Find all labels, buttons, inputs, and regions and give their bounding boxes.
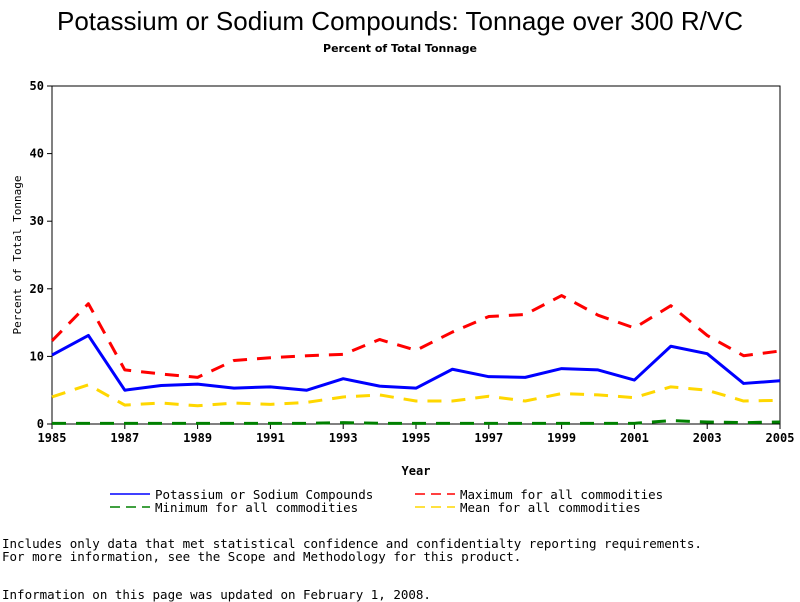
legend-label-3: Mean for all commodities (460, 500, 641, 515)
x-tick-label: 2005 (766, 431, 795, 445)
x-tick-label: 2001 (620, 431, 649, 445)
x-tick-label: 1997 (474, 431, 503, 445)
series-line-0 (52, 335, 780, 390)
x-tick-label: 1995 (402, 431, 431, 445)
legend-label-2: Minimum for all commodities (155, 500, 358, 515)
x-tick-label: 2003 (693, 431, 722, 445)
x-axis-label: Year (402, 464, 431, 478)
x-tick-label: 1989 (183, 431, 212, 445)
y-tick-label: 10 (30, 349, 44, 363)
y-tick-label: 30 (30, 214, 44, 228)
y-tick-label: 20 (30, 282, 44, 296)
y-tick-label: 0 (37, 417, 44, 431)
y-tick-label: 40 (30, 147, 44, 161)
note-methodology: For more information, see the Scope and … (2, 549, 521, 564)
y-tick-label: 50 (30, 79, 44, 93)
x-tick-label: 1999 (547, 431, 576, 445)
series-line-1 (52, 296, 780, 378)
x-tick-label: 1993 (329, 431, 358, 445)
x-tick-label: 1985 (38, 431, 67, 445)
plot-frame (52, 86, 780, 424)
series-line-2 (52, 421, 780, 424)
x-tick-label: 1991 (256, 431, 285, 445)
y-axis-label: Percent of Total Tonnage (11, 176, 24, 335)
x-tick-label: 1987 (110, 431, 139, 445)
